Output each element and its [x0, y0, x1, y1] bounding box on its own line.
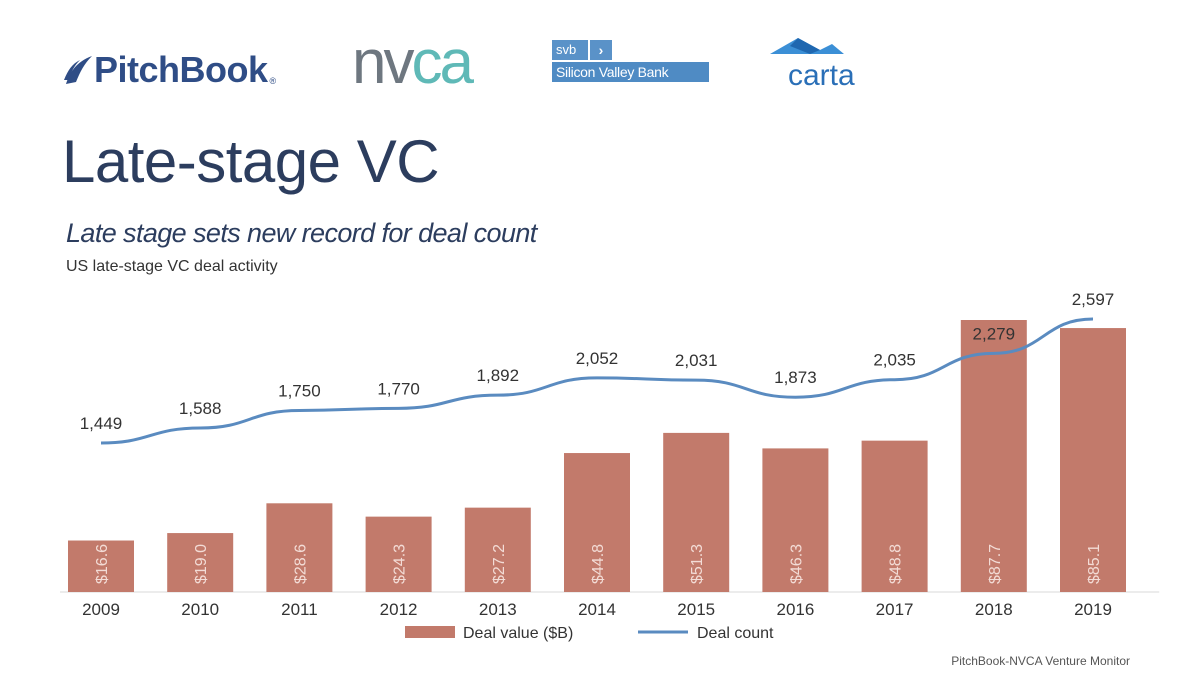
- bar-deal-value: [663, 432, 730, 592]
- deal-count-label: 1,873: [774, 368, 817, 387]
- pitchbook-logo: PitchBook ®: [62, 49, 277, 90]
- bar-value-label: $28.6: [292, 544, 309, 584]
- deal-count-label: 1,588: [179, 399, 222, 418]
- x-tick-label: 2014: [578, 600, 616, 619]
- bar-deal-value: [564, 453, 630, 592]
- deal-count-label: 1,449: [80, 414, 123, 433]
- logo-bar: PitchBook ® nvca svb › Silicon Valley Ba…: [0, 0, 1200, 110]
- bar-deal-value: [68, 540, 134, 592]
- deal-count-label: 1,750: [278, 381, 321, 400]
- bar-deal-value: [167, 533, 234, 592]
- chart-subtitle: Late stage sets new record for deal coun…: [66, 218, 537, 248]
- bar-deal-value: [960, 320, 1027, 592]
- deal-count-label: 2,279: [973, 324, 1016, 343]
- x-tick-label: 2013: [479, 600, 517, 619]
- x-tick-label: 2012: [380, 600, 418, 619]
- deal-count-label: 2,052: [576, 349, 619, 368]
- source-note: PitchBook-NVCA Venture Monitor: [951, 654, 1130, 668]
- legend-swatch-deal-value: [405, 626, 455, 638]
- x-tick-label: 2015: [677, 600, 715, 619]
- bar-value-label: $24.3: [392, 544, 409, 584]
- x-tick-label: 2018: [975, 600, 1013, 619]
- bar-value-label: $44.8: [590, 544, 607, 584]
- legend-label-deal-value: Deal value ($B): [463, 625, 573, 642]
- registered-mark-icon: ®: [269, 76, 277, 86]
- x-tick-label: 2011: [281, 600, 318, 619]
- deal-count-label: 2,035: [873, 351, 916, 370]
- svb-logo: svb › Silicon Valley Bank: [552, 40, 709, 82]
- svb-wordmark: Silicon Valley Bank: [552, 62, 709, 82]
- x-tick-label: 2019: [1074, 600, 1112, 619]
- bar-deal-value: [266, 503, 333, 592]
- x-tick-label: 2016: [776, 600, 814, 619]
- carta-wordmark: carta: [788, 59, 855, 92]
- bar-value-label: $87.7: [987, 544, 1004, 584]
- legend-label-deal-count: Deal count: [697, 625, 774, 642]
- pitchbook-leaf-icon: [64, 56, 92, 84]
- svb-short-mark: svb: [552, 40, 588, 60]
- bar-deal-value: [861, 440, 928, 592]
- x-tick-label: 2010: [181, 600, 219, 619]
- pitchbook-wordmark: PitchBook: [94, 49, 268, 90]
- deal-count-label: 2,031: [675, 351, 718, 370]
- svb-chevron-icon: ›: [590, 40, 612, 60]
- bar-deal-value: [1060, 328, 1126, 592]
- bar-value-label: $85.1: [1086, 544, 1103, 584]
- bar-deal-value: [762, 448, 829, 592]
- x-tick-label: 2017: [876, 600, 914, 619]
- nvca-wordmark-prefix: nv: [352, 28, 415, 97]
- deal-count-label: 2,597: [1072, 290, 1115, 309]
- page-title: Late-stage VC: [62, 128, 440, 195]
- nvca-logo: nvca: [352, 32, 474, 94]
- deal-count-label: 1,770: [377, 379, 420, 398]
- bar-deal-value: [464, 507, 531, 592]
- carta-logo: carta: [770, 36, 880, 93]
- carta-mountain-icon: [770, 38, 844, 54]
- deal-count-line: [100, 317, 1094, 445]
- chart-caption: US late-stage VC deal activity: [66, 258, 278, 275]
- bar-value-label: $27.2: [491, 544, 508, 584]
- deal-count-label: 1,892: [477, 366, 520, 385]
- bar-value-label: $51.3: [689, 544, 706, 584]
- bar-value-label: $16.6: [94, 544, 111, 584]
- bar-value-label: $19.0: [193, 544, 210, 584]
- bar-deal-value: [365, 516, 432, 592]
- x-tick-label: 2009: [82, 600, 120, 619]
- bar-value-label: $46.3: [788, 544, 805, 584]
- nvca-wordmark-suffix: ca: [411, 28, 474, 97]
- bar-value-label: $48.8: [888, 544, 905, 584]
